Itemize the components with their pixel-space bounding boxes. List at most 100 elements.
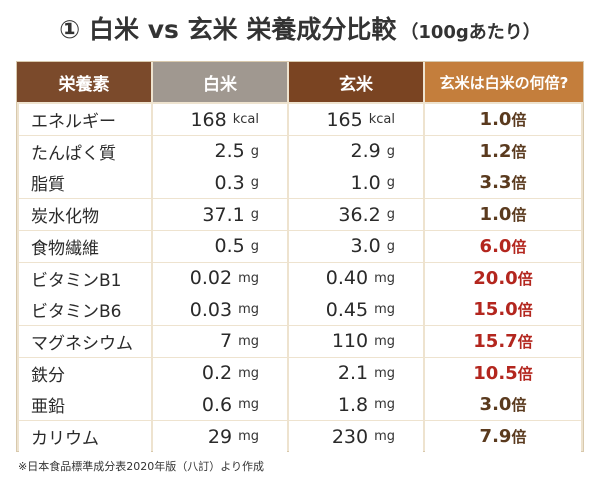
header-white-rice: 白米 [153, 62, 287, 102]
ratio-cell: 3.3 倍 [425, 167, 581, 199]
brown-rice-value: 0.45 [325, 298, 369, 321]
white-rice-value: 7 [219, 330, 233, 353]
table-row: 鉄分 0.2 mg 2.1 mg 10.5 倍 [17, 357, 583, 389]
nutrient-name: ビタミンB1 [31, 270, 122, 291]
title-main: ① 白米 vs 玄米 栄養成分比較 [59, 15, 397, 44]
ratio-suffix: 倍 [517, 269, 533, 288]
ratio-suffix: 倍 [511, 142, 527, 161]
nutrient-name: たんぱく質 [31, 143, 116, 164]
nutrient-cell: エネルギー [19, 104, 151, 135]
brown-rice-value: 165 [326, 108, 363, 131]
white-rice-unit: mg [238, 429, 259, 444]
nutrient-cell: 食物繊維 [19, 230, 151, 262]
white-rice-unit: mg [238, 270, 259, 286]
header-brown-rice: 玄米 [289, 62, 423, 102]
white-rice-value: 168 [190, 108, 227, 131]
nutrient-cell: マグネシウム [19, 325, 151, 357]
footnote: ※日本食品標準成分表2020年版（八訂）より作成 [18, 460, 264, 473]
ratio-suffix: 倍 [517, 364, 533, 383]
ratio-cell: 1.0 倍 [425, 199, 581, 231]
brown-rice-cell: 2.1 mg [289, 357, 423, 389]
white-rice-unit: mg [238, 365, 259, 381]
table-row: 亜鉛 0.6 mg 1.8 mg 3.0 倍 [17, 389, 583, 421]
ratio-cell: 3.0 倍 [425, 389, 581, 421]
nutrient-cell: 脂質 [19, 167, 151, 199]
white-rice-value: 37.1 [202, 203, 245, 226]
nutrient-name: 脂質 [31, 175, 65, 196]
white-rice-cell: 29 mg [153, 421, 287, 452]
ratio-suffix: 倍 [511, 396, 527, 415]
white-rice-unit: mg [238, 302, 259, 318]
table-row: 炭水化物 37.1 g 36.2 g 1.0 倍 [17, 199, 583, 231]
white-rice-cell: 0.3 g [153, 167, 287, 199]
nutrient-cell: ビタミンB1 [19, 262, 151, 294]
brown-rice-cell: 110 mg [289, 325, 423, 357]
brown-rice-unit: g [386, 143, 395, 159]
brown-rice-unit: g [386, 238, 395, 254]
table-row: 脂質 0.3 g 1.0 g 3.3 倍 [17, 167, 583, 199]
ratio-value: 10.5 [473, 362, 518, 384]
ratio-suffix: 倍 [511, 174, 527, 193]
brown-rice-cell: 36.2 g [289, 199, 423, 231]
header-ratio: 玄米は白米の何倍? [425, 62, 583, 102]
ratio-value: 1.2 [479, 140, 512, 162]
ratio-suffix: 倍 [511, 428, 527, 446]
white-rice-cell: 37.1 g [153, 199, 287, 231]
nutrient-cell: たんぱく質 [19, 135, 151, 167]
white-rice-value: 0.02 [189, 267, 233, 289]
nutrient-name: 鉄分 [31, 365, 65, 386]
brown-rice-cell: 1.0 g [289, 167, 423, 199]
ratio-cell: 20.0 倍 [425, 262, 581, 294]
brown-rice-cell: 230 mg [289, 421, 423, 452]
white-rice-value: 0.5 [214, 235, 245, 258]
nutrient-name: マグネシウム [31, 333, 133, 354]
brown-rice-value: 2.1 [337, 362, 369, 385]
brown-rice-value: 1.0 [350, 171, 381, 194]
ratio-suffix: 倍 [511, 206, 527, 225]
white-rice-cell: 168 kcal [153, 104, 287, 135]
brown-rice-cell: 0.45 mg [289, 294, 423, 326]
brown-rice-unit: mg [374, 333, 395, 349]
brown-rice-cell: 3.0 g [289, 230, 423, 262]
brown-rice-value: 2.9 [350, 140, 381, 163]
nutrient-cell: 鉄分 [19, 357, 151, 389]
brown-rice-cell: 165 kcal [289, 104, 423, 135]
ratio-suffix: 倍 [517, 301, 533, 320]
table-row: ビタミンB6 0.03 mg 0.45 mg 15.0 倍 [17, 294, 583, 326]
nutrient-name: 亜鉛 [31, 397, 65, 418]
table-row: カリウム 29 mg 230 mg 7.9 倍 [17, 421, 583, 452]
ratio-cell: 15.7 倍 [425, 325, 581, 357]
title-sub: （100gあたり） [400, 22, 541, 43]
brown-rice-unit: g [386, 175, 395, 191]
ratio-cell: 15.0 倍 [425, 294, 581, 326]
white-rice-unit: g [250, 238, 259, 254]
white-rice-value: 29 [207, 425, 233, 448]
nutrient-name: ビタミンB6 [31, 302, 122, 323]
white-rice-cell: 0.2 mg [153, 357, 287, 389]
ratio-cell: 7.9 倍 [425, 421, 581, 452]
brown-rice-value: 36.2 [338, 203, 381, 226]
white-rice-unit: g [250, 175, 259, 191]
white-rice-cell: 0.5 g [153, 230, 287, 262]
white-rice-cell: 7 mg [153, 325, 287, 357]
table-row: たんぱく質 2.5 g 2.9 g 1.2 倍 [17, 135, 583, 167]
nutrient-name: 食物繊維 [31, 238, 99, 259]
ratio-value: 1.0 [479, 109, 512, 130]
nutrient-cell: カリウム [19, 421, 151, 452]
white-rice-value: 0.3 [214, 171, 245, 194]
white-rice-cell: 0.6 mg [153, 389, 287, 421]
white-rice-unit: mg [238, 397, 259, 413]
brown-rice-unit: mg [374, 302, 395, 318]
white-rice-unit: g [250, 207, 259, 223]
ratio-value: 3.0 [479, 394, 512, 416]
white-rice-value: 0.2 [201, 362, 233, 385]
white-rice-value: 0.6 [201, 393, 233, 416]
brown-rice-cell: 2.9 g [289, 135, 423, 167]
brown-rice-value: 0.40 [325, 267, 369, 289]
page-title: ① 白米 vs 玄米 栄養成分比較 （100gあたり） [0, 10, 600, 50]
ratio-value: 1.0 [479, 204, 512, 226]
ratio-suffix: 倍 [511, 237, 527, 256]
brown-rice-unit: mg [374, 397, 395, 413]
nutrient-name: カリウム [31, 429, 99, 449]
brown-rice-cell: 1.8 mg [289, 389, 423, 421]
